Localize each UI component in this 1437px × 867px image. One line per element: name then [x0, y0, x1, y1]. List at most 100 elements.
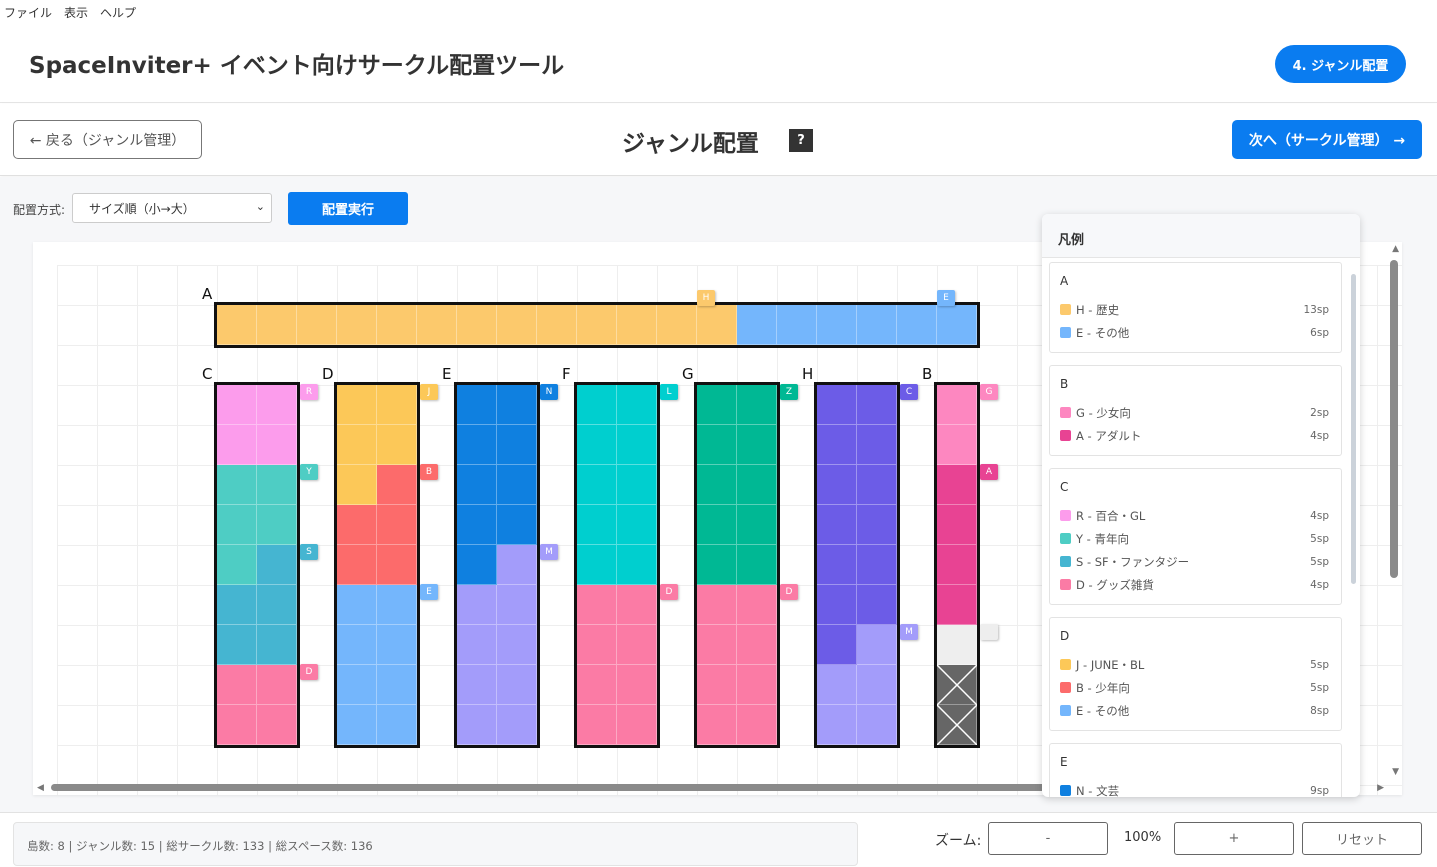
island-A[interactable]	[214, 302, 980, 348]
space-cell[interactable]	[857, 585, 897, 625]
space-cell[interactable]	[457, 625, 497, 665]
run-layout-button[interactable]: 配置実行	[288, 192, 408, 225]
space-cell[interactable]	[377, 585, 417, 625]
space-cell[interactable]	[417, 305, 457, 345]
space-cell[interactable]	[617, 585, 657, 625]
space-cell[interactable]	[497, 425, 537, 465]
space-cell[interactable]	[257, 625, 297, 665]
space-cell[interactable]	[737, 585, 777, 625]
space-cell[interactable]	[457, 545, 497, 585]
space-cell[interactable]	[377, 545, 417, 585]
space-cell[interactable]	[337, 585, 377, 625]
space-cell[interactable]	[337, 305, 377, 345]
space-cell[interactable]	[217, 545, 257, 585]
space-cell[interactable]	[857, 665, 897, 705]
island-F[interactable]	[574, 382, 660, 748]
space-cell[interactable]	[617, 385, 657, 425]
space-cell[interactable]	[857, 425, 897, 465]
space-cell[interactable]	[577, 425, 617, 465]
space-cell[interactable]	[937, 505, 977, 545]
empty-space-cell[interactable]	[937, 625, 977, 665]
space-cell[interactable]	[257, 505, 297, 545]
space-cell[interactable]	[577, 625, 617, 665]
space-cell[interactable]	[457, 465, 497, 505]
scroll-thumb[interactable]	[51, 784, 1051, 791]
space-cell[interactable]	[817, 425, 857, 465]
space-cell[interactable]	[697, 585, 737, 625]
space-cell[interactable]	[777, 305, 817, 345]
space-cell[interactable]	[497, 665, 537, 705]
space-cell[interactable]	[217, 625, 257, 665]
scroll-left-icon[interactable]: ◀	[37, 783, 44, 793]
space-cell[interactable]	[337, 665, 377, 705]
space-cell[interactable]	[737, 385, 777, 425]
space-cell[interactable]	[817, 545, 857, 585]
space-cell[interactable]	[817, 505, 857, 545]
space-cell[interactable]	[657, 305, 697, 345]
space-cell[interactable]	[697, 505, 737, 545]
horizontal-scrollbar[interactable]	[33, 782, 1402, 792]
next-button[interactable]: 次へ（サークル管理） →	[1232, 120, 1422, 159]
space-cell[interactable]	[337, 505, 377, 545]
space-cell[interactable]	[937, 545, 977, 585]
space-cell[interactable]	[497, 305, 537, 345]
space-cell[interactable]	[937, 585, 977, 625]
space-cell[interactable]	[617, 545, 657, 585]
space-cell[interactable]	[457, 705, 497, 745]
space-cell[interactable]	[817, 305, 857, 345]
space-cell[interactable]	[337, 545, 377, 585]
space-cell[interactable]	[257, 465, 297, 505]
scroll-down-icon[interactable]: ▼	[1392, 767, 1399, 777]
zoom-in-button[interactable]: +	[1174, 822, 1294, 855]
vertical-scrollbar[interactable]	[1390, 260, 1398, 578]
space-cell[interactable]	[217, 585, 257, 625]
space-cell[interactable]	[617, 665, 657, 705]
space-cell[interactable]	[457, 665, 497, 705]
space-cell[interactable]	[257, 305, 297, 345]
space-cell[interactable]	[577, 305, 617, 345]
space-cell[interactable]	[737, 545, 777, 585]
space-cell[interactable]	[577, 505, 617, 545]
space-cell[interactable]	[937, 425, 977, 465]
space-cell[interactable]	[257, 585, 297, 625]
space-cell[interactable]	[697, 425, 737, 465]
space-cell[interactable]	[257, 385, 297, 425]
space-cell[interactable]	[857, 625, 897, 665]
space-cell[interactable]	[577, 705, 617, 745]
space-cell[interactable]	[377, 705, 417, 745]
menu-file[interactable]: ファイル	[4, 5, 53, 20]
space-cell[interactable]	[697, 665, 737, 705]
space-cell[interactable]	[617, 425, 657, 465]
island-C[interactable]	[214, 382, 300, 748]
space-cell[interactable]	[377, 465, 417, 505]
space-cell[interactable]	[577, 385, 617, 425]
zoom-out-button[interactable]: -	[988, 822, 1108, 855]
space-cell[interactable]	[217, 385, 257, 425]
island-E[interactable]	[454, 382, 540, 748]
space-cell[interactable]	[937, 465, 977, 505]
space-cell[interactable]	[857, 545, 897, 585]
help-icon[interactable]: ?	[789, 129, 813, 152]
space-cell[interactable]	[817, 465, 857, 505]
menu-view[interactable]: 表示	[64, 5, 89, 20]
space-cell[interactable]	[697, 465, 737, 505]
space-cell[interactable]	[937, 305, 977, 345]
space-cell[interactable]	[737, 425, 777, 465]
space-cell[interactable]	[857, 465, 897, 505]
space-cell[interactable]	[257, 705, 297, 745]
space-cell[interactable]	[617, 305, 657, 345]
island-D[interactable]	[334, 382, 420, 748]
space-cell[interactable]	[857, 385, 897, 425]
space-cell[interactable]	[457, 585, 497, 625]
space-cell[interactable]	[697, 545, 737, 585]
island-H[interactable]	[814, 382, 900, 748]
space-cell[interactable]	[257, 665, 297, 705]
space-cell[interactable]	[337, 705, 377, 745]
space-cell[interactable]	[337, 425, 377, 465]
space-cell[interactable]	[577, 465, 617, 505]
space-cell[interactable]	[457, 385, 497, 425]
space-cell[interactable]	[497, 545, 537, 585]
space-cell[interactable]	[497, 705, 537, 745]
space-cell[interactable]	[257, 545, 297, 585]
space-cell[interactable]	[497, 385, 537, 425]
